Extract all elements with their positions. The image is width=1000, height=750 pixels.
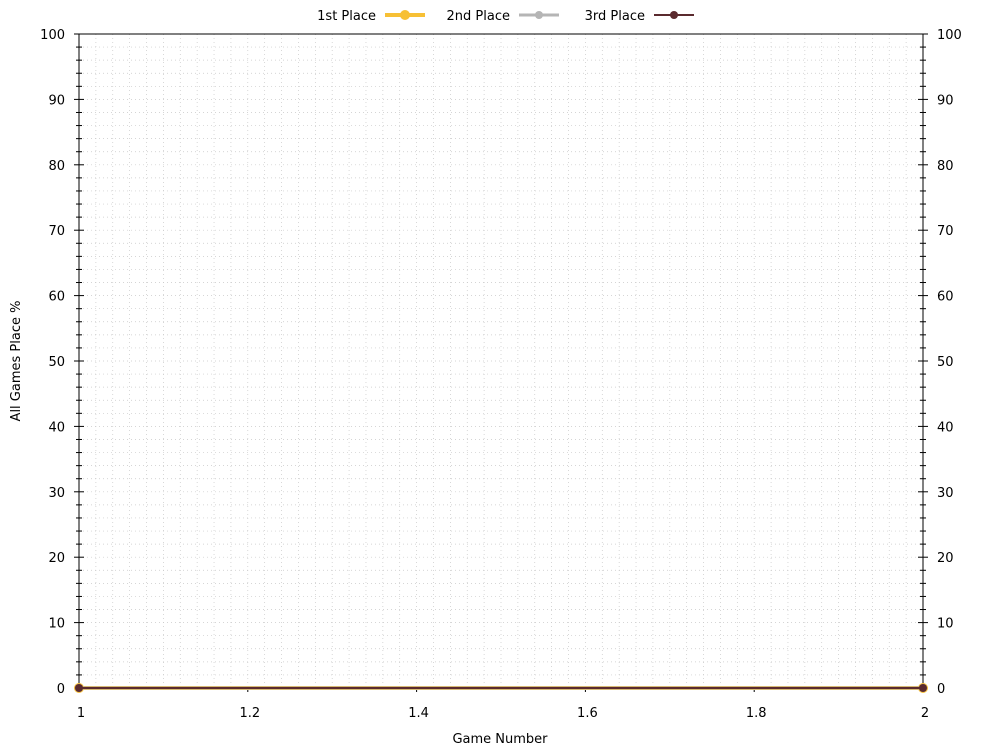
y-tick-label-right: 10	[937, 617, 954, 632]
legend: 1st Place 2nd Place 3rd Place	[317, 9, 694, 24]
x-tick-label: 1	[77, 706, 85, 721]
axes	[78, 33, 924, 689]
y-tick-label-right: 30	[937, 486, 954, 501]
y-tick-label-left: 40	[48, 420, 65, 435]
y-tick-label-right: 50	[937, 355, 954, 370]
legend-marker	[400, 10, 410, 20]
y-tick-label-right: 70	[937, 224, 954, 239]
series-lines	[74, 683, 928, 693]
x-tick-label: 1.2	[239, 706, 260, 721]
y-tick-label-left: 60	[48, 290, 65, 305]
legend-marker	[535, 11, 543, 19]
legend-marker	[670, 11, 678, 19]
x-tick-label: 1.8	[746, 706, 767, 721]
data-point	[919, 684, 927, 692]
ticks: 0 0 10 10 20 20 30 30 40 40 50 50 60 60 70 70 80 80 90 90 10…	[40, 28, 962, 721]
y-tick-label-left: 0	[57, 682, 65, 697]
y-axis-label: All Games Place %	[9, 301, 24, 422]
legend-label: 1st Place	[317, 9, 376, 24]
y-tick-label-right: 60	[937, 290, 954, 305]
y-tick-label-left: 90	[48, 93, 65, 108]
y-tick-label-right: 80	[937, 159, 954, 174]
x-tick-label: 1.6	[577, 706, 598, 721]
grid	[79, 34, 923, 688]
y-tick-label-right: 20	[937, 551, 954, 566]
y-tick-label-right: 90	[937, 93, 954, 108]
x-tick-label: 1.4	[408, 706, 429, 721]
y-tick-label-right: 100	[937, 28, 962, 43]
y-tick-label-right: 40	[937, 420, 954, 435]
x-tick-label: 2	[921, 706, 929, 721]
y-tick-label-left: 100	[40, 28, 65, 43]
y-tick-label-left: 30	[48, 486, 65, 501]
y-tick-label-left: 20	[48, 551, 65, 566]
y-tick-label-left: 70	[48, 224, 65, 239]
x-axis-label: Game Number	[452, 732, 548, 747]
y-tick-label-left: 10	[48, 617, 65, 632]
y-tick-label-left: 50	[48, 355, 65, 370]
legend-label: 2nd Place	[447, 9, 510, 24]
y-tick-label-right: 0	[937, 682, 945, 697]
data-point	[75, 684, 83, 692]
y-tick-label-left: 80	[48, 159, 65, 174]
legend-label: 3rd Place	[585, 9, 645, 24]
